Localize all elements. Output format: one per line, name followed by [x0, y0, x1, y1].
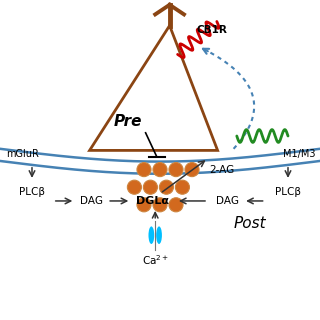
Text: mGluR: mGluR: [6, 148, 39, 159]
Ellipse shape: [148, 227, 154, 244]
Circle shape: [127, 180, 141, 194]
Text: M1/M3: M1/M3: [283, 148, 316, 159]
Circle shape: [185, 163, 199, 177]
Text: DAG: DAG: [80, 196, 103, 206]
Text: PLCβ: PLCβ: [19, 187, 45, 197]
Circle shape: [153, 198, 167, 212]
Circle shape: [159, 180, 173, 194]
Circle shape: [175, 180, 189, 194]
Ellipse shape: [156, 227, 162, 244]
Circle shape: [169, 198, 183, 212]
Text: Ca$^{2+}$: Ca$^{2+}$: [142, 253, 169, 267]
Text: CB1R: CB1R: [197, 25, 228, 36]
Text: DGLα: DGLα: [136, 196, 169, 206]
Circle shape: [153, 163, 167, 177]
Circle shape: [137, 198, 151, 212]
Circle shape: [169, 163, 183, 177]
Circle shape: [137, 163, 151, 177]
Text: DAG: DAG: [216, 196, 239, 206]
Polygon shape: [90, 26, 218, 150]
Text: 2-AG: 2-AG: [210, 164, 235, 175]
Text: Post: Post: [233, 217, 266, 231]
Circle shape: [143, 180, 157, 194]
Text: PLCβ: PLCβ: [275, 187, 301, 197]
Text: Pre: Pre: [114, 114, 142, 129]
